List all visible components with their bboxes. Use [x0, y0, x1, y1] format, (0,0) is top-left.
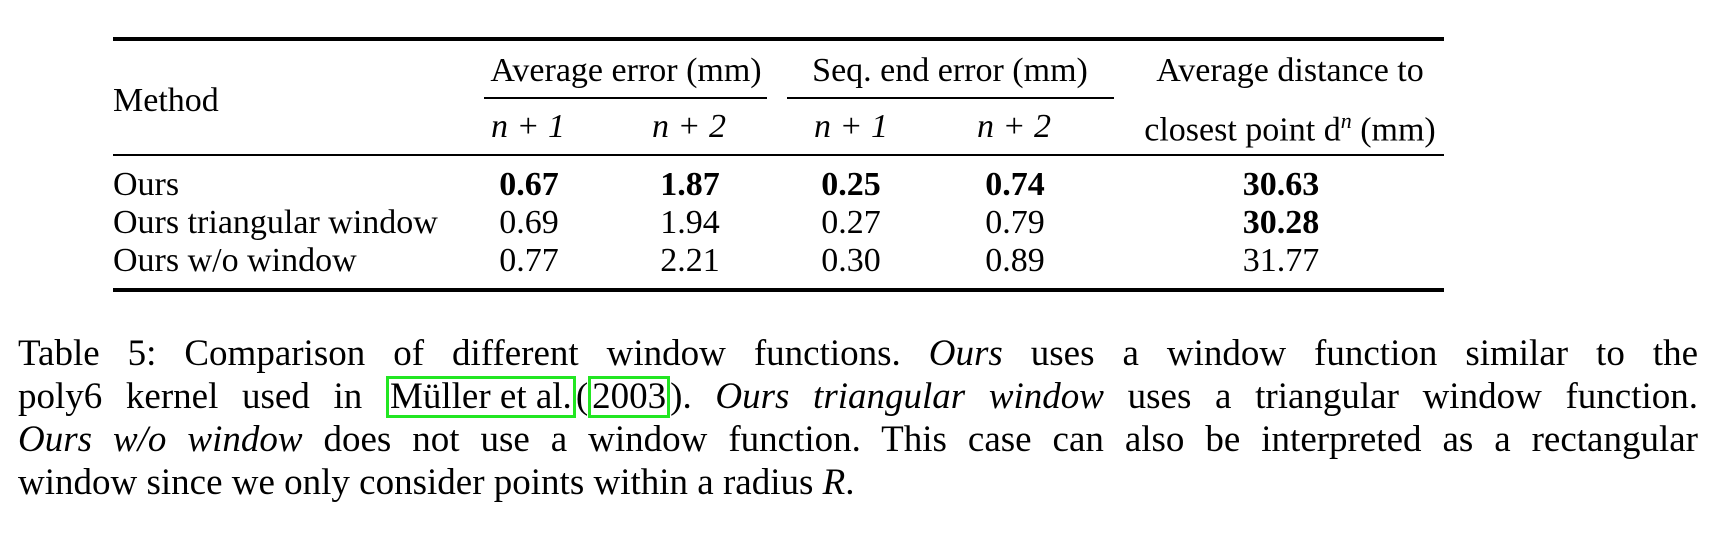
- row-1-distance: 30.63: [1242, 166, 1320, 203]
- citation-author-link[interactable]: Müller et al.: [385, 376, 576, 418]
- caption-ours-wo-window: Ours w/o window: [18, 419, 303, 460]
- row-2-avg-n2: 1.94: [660, 204, 720, 241]
- caption-line-2: poly6 kernel used in Müller et al.(2003)…: [18, 375, 1698, 418]
- caption-line-3: Ours w/o window does not use a window fu…: [18, 418, 1698, 461]
- row-2-seq-n2: 0.79: [985, 204, 1045, 241]
- row-3-seq-n2: 0.89: [985, 242, 1045, 279]
- header-average-distance-line2: closest point dn (mm): [1144, 110, 1435, 147]
- row-2-avg-n1: 0.69: [499, 204, 559, 241]
- seq-end-group-rule: [787, 97, 1114, 99]
- caption-radius: R: [822, 462, 846, 503]
- row-1-avg-n2: 1.87: [660, 166, 720, 203]
- citation-year-link[interactable]: 2003: [588, 376, 671, 418]
- citation-close-paren: ).: [670, 376, 692, 417]
- row-1-method: Ours: [113, 166, 180, 203]
- header-distance-superscript: n: [1340, 108, 1352, 133]
- row-1-seq-n1: 0.25: [821, 166, 881, 203]
- caption-text-1: uses a window function similar to the: [1030, 333, 1698, 374]
- header-distance-unit: (mm): [1360, 111, 1436, 149]
- table-top-rule: [113, 37, 1444, 41]
- header-method: Method: [113, 82, 219, 119]
- row-2-method: Ours triangular window: [113, 204, 438, 241]
- caption-line-1: Table 5: Comparison of different window …: [18, 332, 1698, 375]
- row-3-method: Ours w/o window: [113, 242, 357, 279]
- table-header-rule: [113, 154, 1444, 156]
- caption-ours: Ours: [928, 333, 1003, 374]
- header-average-distance-line1: Average distance to: [1156, 52, 1424, 89]
- row-3-seq-n1: 0.30: [821, 242, 881, 279]
- avg-error-group-rule: [484, 97, 767, 99]
- caption-text-3: uses a triangular window function.: [1127, 376, 1699, 417]
- subheader-seq-n2: n + 2: [977, 108, 1051, 145]
- row-3-distance: 31.77: [1242, 242, 1320, 279]
- caption-text-4: does not use a window function. This cas…: [323, 419, 1699, 460]
- header-distance-text: closest point d: [1144, 111, 1341, 149]
- table-caption: Table 5: Comparison of different window …: [18, 332, 1698, 504]
- caption-line-4: window since we only consider points wit…: [18, 461, 1698, 504]
- caption-ours-triangular: Ours triangular window: [715, 376, 1104, 417]
- caption-end: .: [845, 462, 855, 503]
- caption-label: Table 5: Comparison of different window …: [18, 333, 901, 374]
- subheader-avg-n2: n + 2: [652, 108, 726, 145]
- citation-open-paren: (: [575, 376, 589, 417]
- row-2-distance: 30.28: [1242, 204, 1320, 241]
- subheader-avg-n1: n + 1: [491, 108, 565, 145]
- row-3-avg-n1: 0.77: [499, 242, 559, 279]
- table-bottom-rule: [113, 288, 1444, 292]
- caption-text-5: window since we only consider points wit…: [18, 462, 814, 503]
- row-3-avg-n2: 2.21: [660, 242, 720, 279]
- row-2-seq-n1: 0.27: [821, 204, 881, 241]
- row-1-seq-n2: 0.74: [985, 166, 1045, 203]
- header-average-error: Average error (mm): [490, 52, 762, 89]
- caption-text-2: poly6 kernel used in: [18, 376, 363, 417]
- header-seq-end-error: Seq. end error (mm): [812, 52, 1088, 89]
- subheader-seq-n1: n + 1: [814, 108, 888, 145]
- row-1-avg-n1: 0.67: [499, 166, 559, 203]
